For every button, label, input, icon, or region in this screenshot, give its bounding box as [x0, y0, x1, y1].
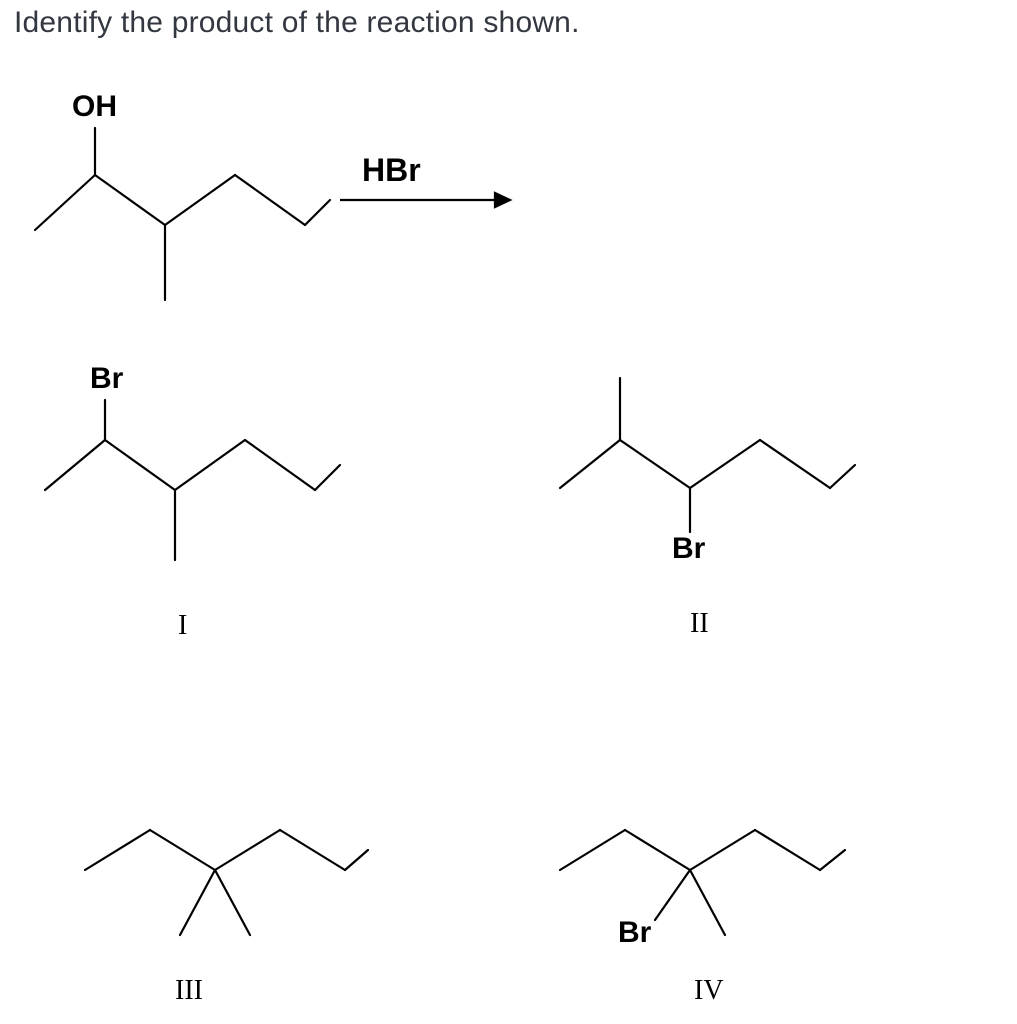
option-4-label: IV	[694, 975, 724, 1007]
option-4-atom: Br	[618, 916, 651, 950]
option-4-skeleton	[0, 0, 1017, 1024]
